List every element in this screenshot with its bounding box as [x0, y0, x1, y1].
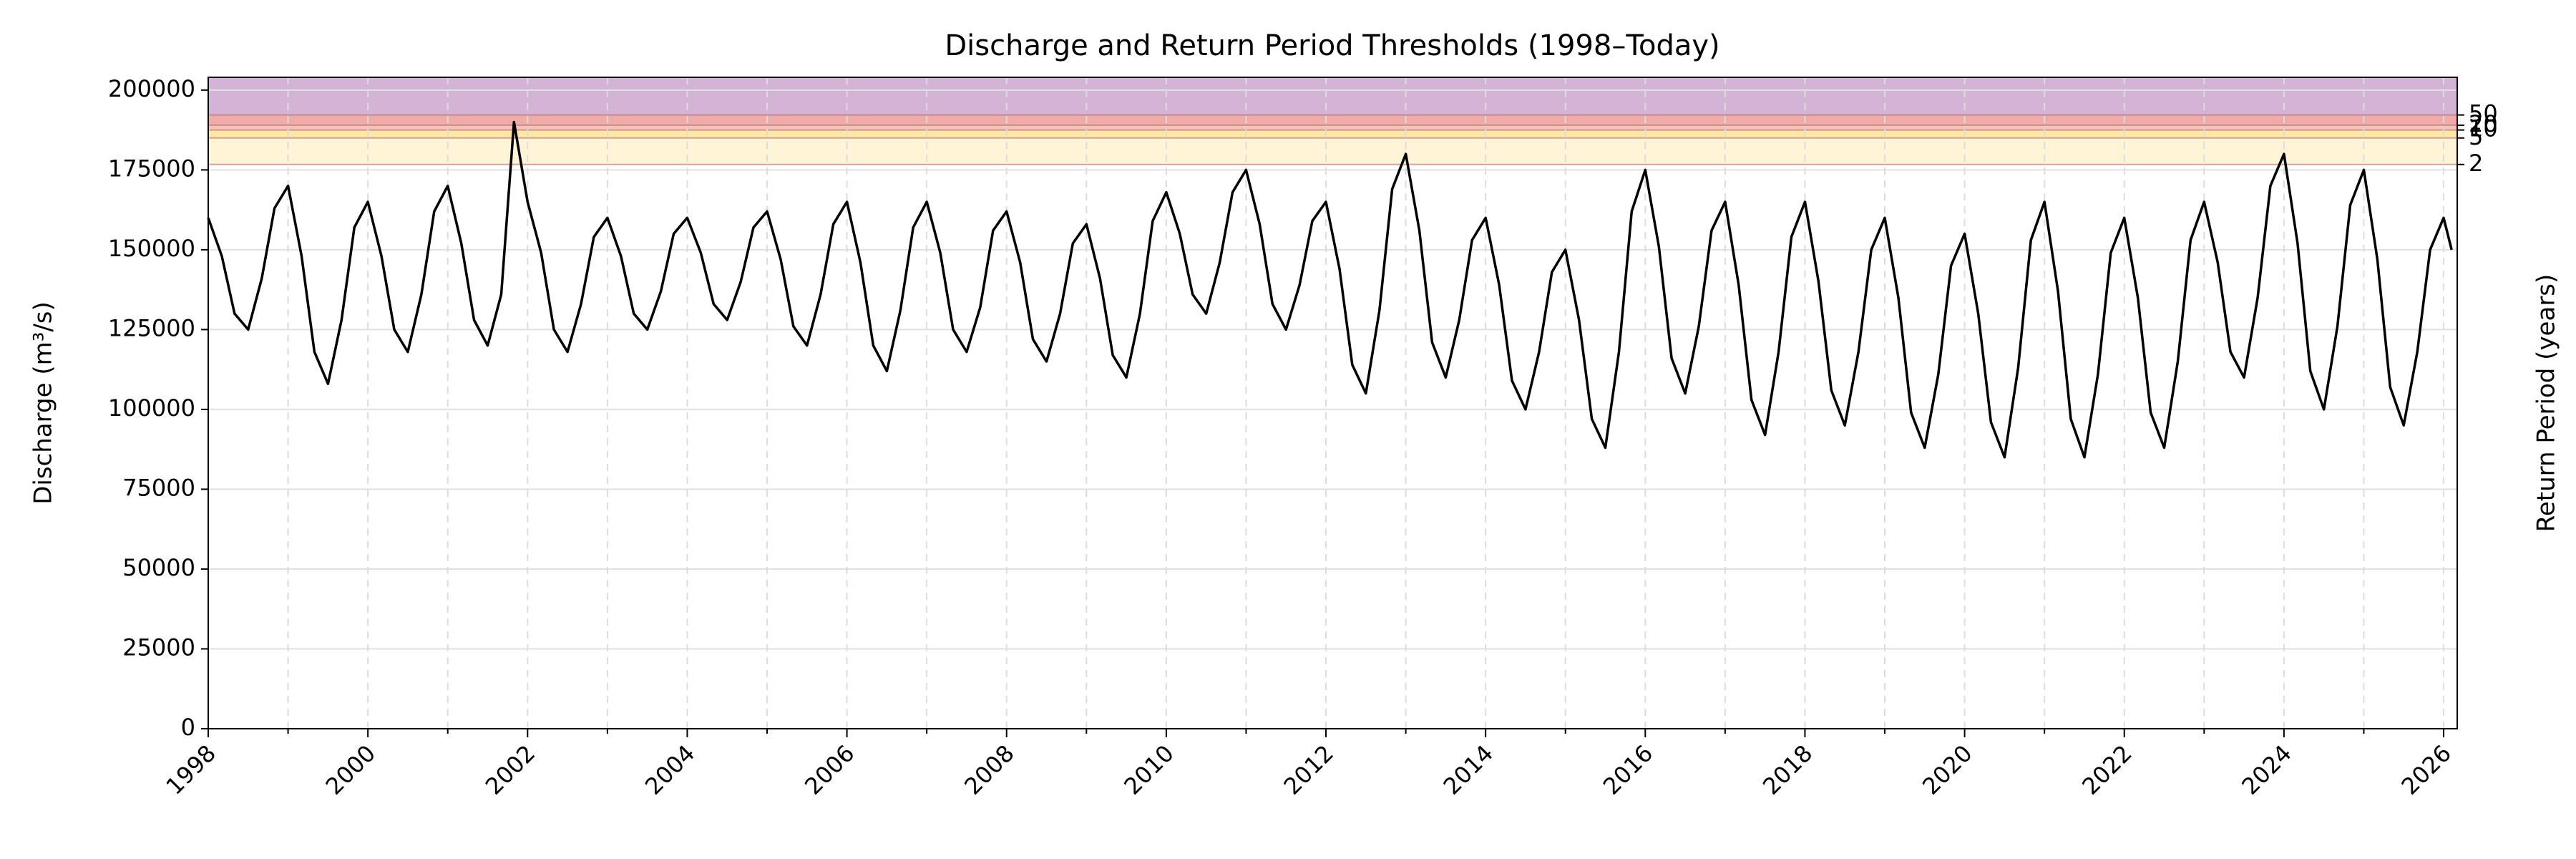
y-tick-label: 150000	[108, 235, 195, 262]
y-tick-label: 25000	[122, 634, 195, 661]
y2-tick-label: 50	[2469, 100, 2498, 127]
y2-tick-label: 2	[2469, 150, 2483, 177]
y-tick-label: 75000	[122, 474, 195, 501]
y-tick-label: 175000	[108, 155, 195, 182]
y-tick-label: 50000	[122, 554, 195, 581]
y-tick-label: 0	[181, 714, 195, 741]
y2-tick-label: 20	[2469, 110, 2498, 137]
threshold-band	[208, 130, 2457, 138]
y2-tick-label: 10	[2469, 115, 2498, 142]
y-tick-label: 125000	[108, 314, 195, 341]
discharge-line	[207, 120, 2453, 459]
y-tick-label: 200000	[108, 75, 195, 102]
threshold-band	[208, 77, 2457, 115]
y-axis-label: Discharge (m³/s)	[29, 301, 58, 505]
plot-frame	[208, 77, 2458, 729]
threshold-band	[208, 125, 2457, 130]
y2-axis-label: Return Period (years)	[2532, 274, 2561, 533]
y2-tick-label: 5	[2469, 123, 2483, 150]
threshold-band	[208, 115, 2457, 125]
chart-title: Discharge and Return Period Thresholds (…	[945, 29, 1719, 62]
threshold-band	[208, 137, 2457, 165]
y-tick-label: 100000	[108, 394, 195, 422]
